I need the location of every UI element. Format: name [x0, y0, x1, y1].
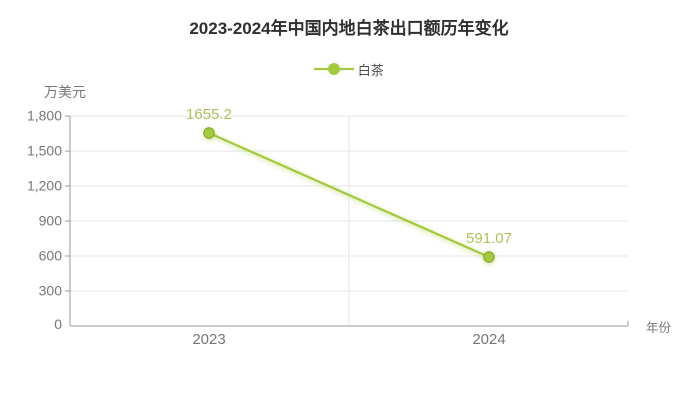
svg-text:591.07: 591.07	[466, 230, 512, 247]
svg-text:600: 600	[39, 248, 63, 264]
svg-text:300: 300	[39, 283, 63, 299]
svg-text:0: 0	[54, 316, 62, 332]
svg-text:2024: 2024	[472, 331, 505, 348]
svg-text:900: 900	[39, 213, 63, 229]
svg-text:1,500: 1,500	[27, 143, 62, 159]
svg-text:1,200: 1,200	[27, 178, 62, 194]
svg-text:2023: 2023	[192, 331, 225, 348]
svg-text:1655.2: 1655.2	[186, 106, 232, 123]
svg-text:1,800: 1,800	[27, 108, 62, 124]
